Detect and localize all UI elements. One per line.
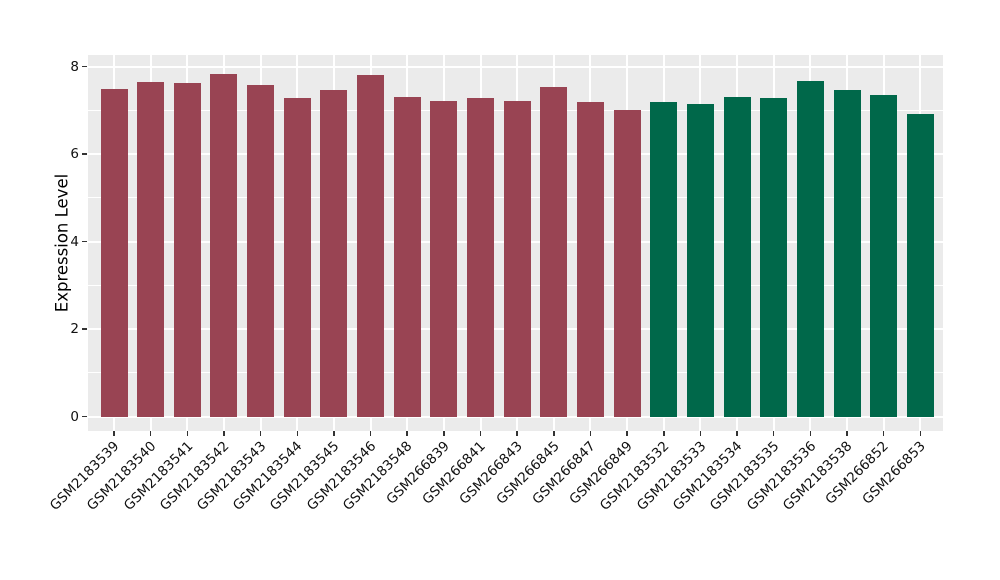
bar-GSM266843 bbox=[503, 100, 531, 417]
bar-GSM2183534 bbox=[723, 96, 751, 417]
x-tick-mark bbox=[736, 431, 738, 436]
y-tick-mark bbox=[82, 65, 87, 68]
x-tick-mark bbox=[919, 431, 922, 436]
bar-GSM2183532 bbox=[650, 101, 678, 417]
bar-GSM266845 bbox=[540, 86, 568, 417]
x-tick-mark bbox=[516, 431, 518, 436]
bar-GSM2183543 bbox=[247, 84, 275, 417]
x-tick-mark bbox=[846, 431, 848, 436]
major-gridline-y-0 bbox=[88, 415, 943, 418]
x-tick-mark bbox=[259, 431, 262, 436]
x-tick-mark bbox=[296, 431, 298, 436]
y-tick-mark bbox=[82, 153, 87, 155]
x-tick-mark bbox=[772, 431, 775, 436]
x-tick-mark bbox=[479, 431, 482, 436]
bar-GSM266839 bbox=[430, 101, 458, 417]
plot-panel bbox=[88, 55, 943, 431]
major-gridline-y-8 bbox=[88, 65, 943, 68]
bar-GSM2183540 bbox=[137, 81, 165, 417]
x-tick-mark bbox=[406, 431, 408, 436]
x-tick-mark bbox=[113, 431, 115, 436]
bar-GSM266847 bbox=[576, 101, 604, 417]
bar-GSM2183538 bbox=[833, 90, 861, 417]
x-tick-mark bbox=[553, 431, 555, 436]
x-tick-mark bbox=[369, 431, 372, 436]
bar-GSM2183545 bbox=[320, 90, 348, 417]
bar-GSM266849 bbox=[613, 109, 641, 417]
x-tick-mark bbox=[223, 431, 225, 436]
x-tick-mark bbox=[809, 431, 812, 436]
x-tick-mark bbox=[589, 431, 592, 436]
bar-GSM266853 bbox=[906, 114, 934, 417]
x-tick-mark bbox=[443, 431, 445, 436]
y-tick-label: 2 bbox=[70, 321, 79, 337]
bar-GSM2183548 bbox=[393, 96, 421, 417]
bar-GSM2183541 bbox=[173, 82, 201, 417]
bar-GSM266841 bbox=[467, 97, 494, 417]
y-tick-mark bbox=[82, 240, 87, 243]
x-tick-mark bbox=[626, 431, 628, 436]
bar-GSM2183539 bbox=[100, 89, 128, 417]
y-tick-label: 6 bbox=[70, 146, 79, 162]
bar-GSM2183535 bbox=[760, 97, 788, 417]
y-tick-mark bbox=[82, 415, 87, 418]
x-tick-mark bbox=[663, 431, 665, 436]
bar-GSM2183546 bbox=[357, 74, 385, 417]
x-tick-mark bbox=[882, 431, 885, 436]
bar-GSM2183542 bbox=[210, 73, 238, 417]
y-tick-mark bbox=[82, 328, 87, 330]
x-tick-mark bbox=[333, 431, 335, 436]
bar-GSM2183536 bbox=[796, 80, 824, 417]
bar-GSM266852 bbox=[870, 94, 898, 417]
y-tick-label: 0 bbox=[70, 408, 79, 425]
x-tick-mark bbox=[186, 431, 189, 436]
bar-GSM2183533 bbox=[686, 104, 714, 417]
x-tick-mark bbox=[699, 431, 702, 436]
x-tick-mark bbox=[149, 431, 152, 436]
bar-GSM2183544 bbox=[283, 97, 311, 417]
y-tick-label: 4 bbox=[70, 233, 79, 250]
y-tick-label: 8 bbox=[70, 58, 79, 75]
